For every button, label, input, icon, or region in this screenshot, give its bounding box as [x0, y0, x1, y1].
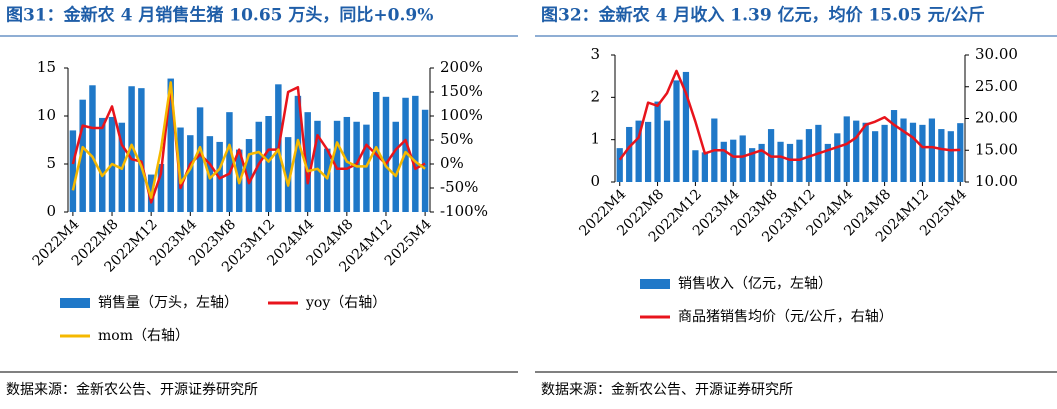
y-tick-label: 2	[590, 87, 600, 105]
y2-tick-label: 25.00	[975, 77, 1018, 95]
y2-tick-label: 30.00	[975, 45, 1018, 63]
legend-swatch	[640, 279, 670, 289]
y2-tick-label: 200%	[440, 58, 483, 76]
bar	[635, 120, 642, 182]
bar	[187, 135, 194, 212]
bar	[343, 116, 351, 212]
bar	[616, 148, 623, 182]
bar	[372, 92, 380, 212]
bar	[167, 78, 174, 212]
y2-tick-label: 15.00	[975, 140, 1018, 158]
bar	[421, 109, 429, 212]
legend-label: yoy（右轴）	[305, 295, 386, 311]
bar	[128, 86, 135, 212]
bar	[928, 118, 936, 182]
chart-title: 图31：金新农 4 月销售生猪 10.65 万头，同比+0.9%	[6, 5, 433, 26]
bar	[255, 121, 263, 212]
y2-tick-label: 20.00	[975, 109, 1018, 127]
bar	[265, 116, 272, 212]
source: 数据来源：金新农公告、开源证券研究所	[6, 382, 258, 398]
bar	[720, 141, 727, 182]
bar	[749, 148, 756, 182]
bar	[392, 121, 399, 212]
bar	[206, 136, 214, 212]
bar	[758, 143, 765, 182]
y-tick-label: 15	[37, 58, 56, 76]
legend-swatch	[60, 298, 90, 308]
bar	[284, 137, 292, 212]
bar	[99, 117, 106, 212]
bar	[957, 123, 964, 182]
bar	[626, 126, 633, 182]
y-tick-label: 5	[46, 154, 56, 172]
bar	[701, 152, 708, 182]
y2-tick-label: -100%	[440, 202, 488, 220]
bar	[853, 120, 860, 182]
bar	[739, 135, 746, 182]
y2-tick-label: 0%	[440, 154, 464, 172]
bar	[843, 116, 850, 182]
bar	[692, 150, 699, 182]
line	[618, 69, 961, 162]
bar	[682, 71, 690, 182]
y-tick-label: 1	[590, 130, 600, 148]
bar	[138, 88, 145, 212]
bar	[79, 99, 86, 212]
bar	[177, 127, 184, 212]
y-tick-label: 3	[590, 45, 600, 63]
legend-label: mom（右轴）	[98, 328, 189, 344]
bar	[862, 122, 869, 182]
bar	[89, 85, 96, 212]
bar	[304, 112, 311, 212]
bar	[777, 141, 784, 182]
bar	[919, 124, 926, 182]
bar	[382, 96, 390, 212]
y-tick-label: 10	[37, 106, 56, 124]
bar	[938, 129, 945, 182]
bar	[412, 95, 419, 212]
y2-tick-label: -50%	[440, 178, 478, 196]
bar	[890, 110, 898, 182]
bar	[654, 101, 661, 182]
line	[71, 81, 426, 199]
line	[71, 83, 426, 204]
y2-tick-label: 100%	[440, 106, 483, 124]
bar	[900, 118, 907, 182]
y2-tick-label: 10.00	[975, 172, 1018, 190]
legend-label: 销售量（万头，左轴）	[98, 295, 238, 311]
bar	[363, 124, 370, 212]
bar	[834, 133, 841, 182]
bar	[730, 139, 737, 182]
bar	[786, 143, 794, 182]
bar	[314, 120, 321, 212]
legend-label: 商品猪销售均价（元/公斤，右轴）	[678, 309, 893, 325]
source: 数据来源：金新农公告、开源证券研究所	[541, 382, 793, 398]
y2-tick-label: 150%	[440, 82, 483, 100]
bar	[245, 139, 253, 212]
bar	[226, 112, 233, 212]
bar	[644, 121, 652, 182]
y2-tick-label: 50%	[440, 130, 473, 148]
bar	[947, 131, 954, 182]
bar	[824, 143, 831, 182]
bar	[872, 131, 879, 182]
bar	[294, 95, 302, 212]
chart-title: 图32：金新农 4 月收入 1.39 亿元，均价 15.05 元/公斤	[541, 5, 985, 26]
bar	[663, 120, 671, 182]
bar	[673, 80, 680, 182]
bar	[909, 122, 917, 182]
bar	[881, 124, 888, 182]
bar	[196, 107, 204, 212]
y-tick-label: 0	[46, 202, 56, 220]
y-tick-label: 0	[590, 172, 600, 190]
bar	[69, 130, 77, 212]
bar	[324, 148, 331, 212]
legend-label: 销售收入（亿元，左轴）	[678, 276, 832, 292]
bar	[157, 164, 165, 212]
